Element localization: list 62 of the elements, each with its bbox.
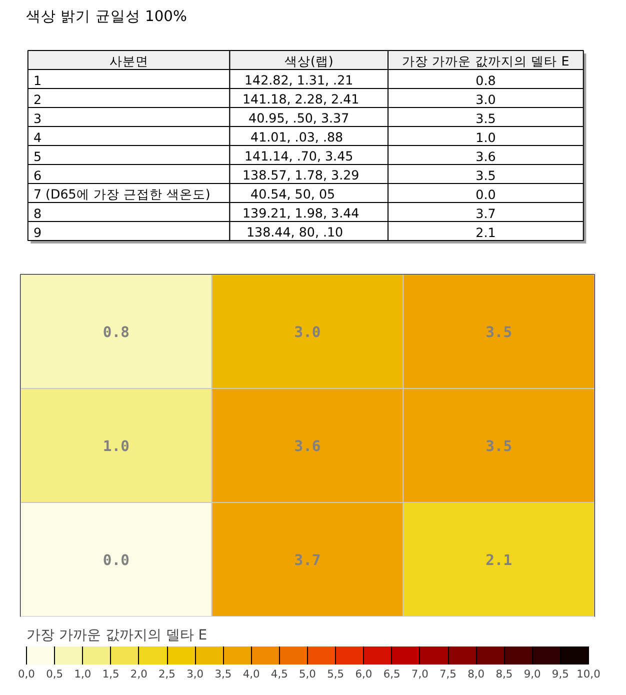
color-bar-label: 7,5 [440, 668, 456, 680]
text: 색상(랩) [284, 54, 334, 68]
text: 2 [33, 92, 42, 107]
text: 가장 가까운 값까지의 델타 E [402, 54, 570, 68]
color-bar-label: 3,0 [186, 668, 204, 680]
data-label: 2.1 [486, 552, 512, 569]
data-label: 3.0 [294, 324, 321, 341]
color-bar-label: 0,5 [46, 668, 64, 680]
text: 141.14, .70, 3.45 [244, 148, 354, 164]
color-bar-label: 0,0 [18, 668, 36, 680]
text: 7 (D65에 가장 근접한 색온도) [33, 186, 210, 202]
color-bar-label: 9,0 [524, 668, 541, 680]
text: 1 [33, 73, 42, 88]
color-bar-label: 1,5 [102, 668, 120, 680]
text: 41.01, .03, .88 [250, 130, 344, 144]
text: 138.44, 80, .10 [246, 224, 344, 240]
text: 3 [33, 111, 42, 126]
text: 2.1 [476, 225, 496, 240]
text: 3.5 [476, 168, 496, 183]
text: 1.0 [476, 130, 496, 145]
color-bar-label: 10,0 [576, 668, 601, 680]
color-bar-label: 6,5 [383, 668, 400, 680]
color-bar-label: 8,0 [468, 668, 485, 680]
text: 8 [33, 206, 42, 221]
color-bar-label: 4,0 [242, 668, 260, 680]
text: 40.54, 50, 05 [250, 186, 336, 202]
color-bar-label: 1,0 [74, 668, 92, 680]
text: 3.6 [476, 149, 496, 164]
text: 색상 밝기 균일성 100% [26, 8, 188, 25]
color-bar-label: 7,0 [411, 668, 429, 680]
text: 0.0 [476, 187, 496, 202]
text: 9 [33, 225, 42, 240]
data-label: 3.6 [294, 438, 321, 455]
text: 5 [33, 149, 42, 164]
color-bar-label: 3,5 [214, 668, 232, 680]
text: 0.8 [476, 73, 496, 88]
text: 3.0 [476, 92, 496, 107]
data-label: 3.5 [486, 324, 512, 341]
text: 40.95, .50, 3.37 [248, 110, 350, 126]
color-bar-label: 4,5 [270, 668, 288, 680]
color-bar-label: 8,5 [496, 668, 513, 680]
color-bar-label: 6,0 [355, 668, 372, 680]
color-bar-label: 9,5 [552, 668, 569, 680]
color-bar-label: 2,0 [130, 668, 148, 680]
data-label: 1.0 [102, 438, 130, 455]
text: 6 [33, 168, 42, 183]
color-bar-title: 가장 가까운 값까지의 델타 E [26, 628, 208, 644]
text: 141.18, 2.28, 2.41 [242, 92, 360, 106]
color-bar-label: 5,5 [327, 668, 344, 680]
text: 사분면 [109, 54, 148, 68]
text: 3.7 [476, 206, 496, 221]
color-bar-label: 2,5 [158, 668, 176, 680]
text: 142.82, 1.31, .21 [244, 72, 354, 88]
text: 3.5 [476, 111, 496, 126]
text: 4 [33, 130, 42, 145]
data-label: 3.5 [486, 438, 512, 455]
text: 139.21, 1.98, 3.44 [242, 206, 360, 220]
text: 138.57, 1.78, 3.29 [242, 168, 360, 182]
data-label: 3.7 [294, 552, 321, 569]
data-label: 0.8 [102, 324, 130, 341]
color-bar-label: 5,0 [299, 668, 316, 680]
data-label: 0.0 [102, 552, 130, 569]
